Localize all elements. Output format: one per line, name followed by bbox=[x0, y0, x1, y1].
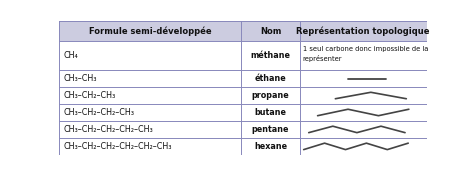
Text: éthane: éthane bbox=[255, 74, 286, 83]
Text: CH₃–CH₂–CH₂–CH₂–CH₂–CH₃: CH₃–CH₂–CH₂–CH₂–CH₂–CH₃ bbox=[64, 142, 172, 151]
Text: CH₄: CH₄ bbox=[64, 51, 78, 60]
Text: CH₃–CH₂–CH₃: CH₃–CH₂–CH₃ bbox=[64, 91, 116, 100]
Text: Nom: Nom bbox=[260, 27, 281, 36]
Text: CH₃–CH₂–CH₂–CH₂–CH₃: CH₃–CH₂–CH₂–CH₂–CH₃ bbox=[64, 125, 154, 134]
Text: CH₃–CH₂–CH₂–CH₃: CH₃–CH₂–CH₂–CH₃ bbox=[64, 108, 135, 117]
Text: CH₃–CH₃: CH₃–CH₃ bbox=[64, 74, 97, 83]
Text: méthane: méthane bbox=[250, 51, 291, 60]
Text: Représentation topologique: Représentation topologique bbox=[296, 26, 430, 36]
Text: 1 seul carbone donc impossible de la
représenter: 1 seul carbone donc impossible de la rep… bbox=[303, 46, 428, 62]
Bar bbox=[59, 21, 427, 41]
Text: butane: butane bbox=[255, 108, 286, 117]
Text: Formule semi-développée: Formule semi-développée bbox=[89, 26, 211, 36]
Text: hexane: hexane bbox=[254, 142, 287, 151]
Text: propane: propane bbox=[252, 91, 289, 100]
Text: pentane: pentane bbox=[252, 125, 289, 134]
